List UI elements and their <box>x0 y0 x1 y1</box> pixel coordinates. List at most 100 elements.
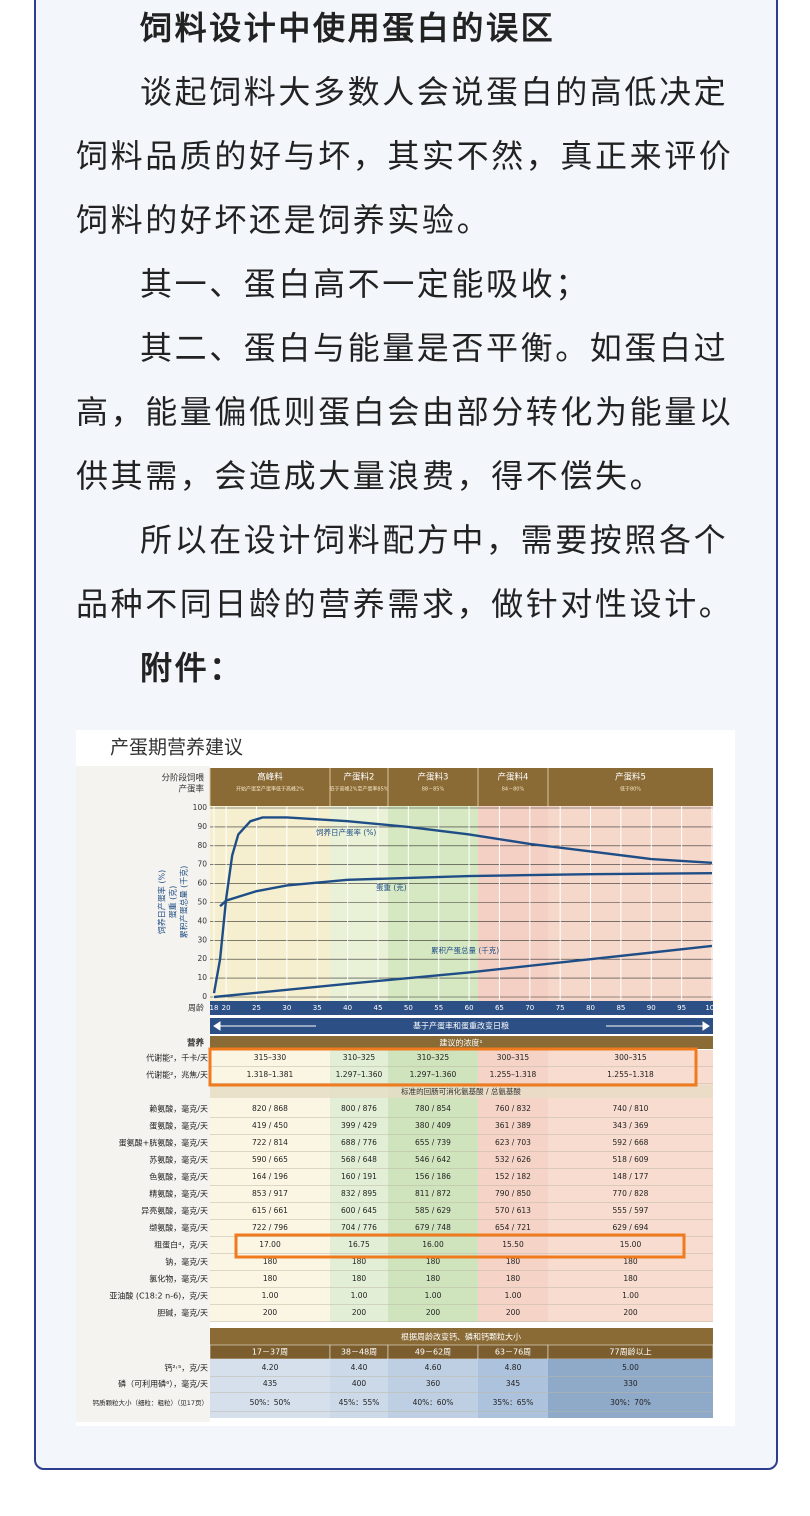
y-tick-label: 10 <box>197 973 207 982</box>
row-label: 赖氨酸，毫克/天 <box>149 1104 208 1114</box>
article: 饲料设计中使用蛋白的误区 谈起饲料大多数人会说蛋白的高低决定饲料品质的好与坏，其… <box>76 0 738 700</box>
cell-value: 180 <box>426 1257 441 1266</box>
cell-value: 4.80 <box>505 1363 522 1372</box>
x-tick-label: 80 <box>586 1004 595 1012</box>
cell-value: 4.60 <box>425 1363 442 1372</box>
amino-heading-band <box>210 1085 713 1098</box>
cell-value: 740 / 810 <box>613 1104 649 1113</box>
figure-title: 产蛋期营养建议 <box>110 737 243 759</box>
row-label: 蛋氨酸+胱氨酸，毫克/天 <box>119 1138 208 1148</box>
row-label: 蛋氨酸，毫克/天 <box>149 1121 208 1131</box>
cell-value: 160 / 191 <box>341 1172 377 1181</box>
cell-value: 780 / 854 <box>415 1104 451 1113</box>
cell-value: 532 / 626 <box>495 1155 531 1164</box>
cell-value: 623 / 703 <box>495 1138 531 1147</box>
stage-background <box>548 806 713 1002</box>
calcium-column-label: 17－37周 <box>252 1348 288 1357</box>
cell-value: 17.00 <box>259 1240 281 1249</box>
x-tick-label: 30 <box>282 1004 291 1012</box>
cell-value: 180 <box>506 1274 521 1283</box>
cell-value: 310–325 <box>417 1053 450 1062</box>
cell-value: 1.318–1.381 <box>247 1070 294 1079</box>
row-label: 色氨酸，毫克/天 <box>149 1172 208 1182</box>
y-tick-label: 40 <box>197 916 207 925</box>
x-tick-label: 60 <box>465 1004 474 1012</box>
stage-background <box>478 806 548 1002</box>
cell-value: 180 <box>352 1274 367 1283</box>
calcium-column <box>388 1359 478 1418</box>
x-tick-label: 20 <box>222 1004 231 1012</box>
calcium-column <box>478 1359 548 1418</box>
row-label: 磷（可利用磷⁶），毫克/天 <box>118 1379 208 1389</box>
cell-value: 722 / 814 <box>252 1138 288 1147</box>
calcium-column-label: 77周龄以上 <box>609 1347 651 1357</box>
stage-note: 88－85% <box>422 787 445 793</box>
cell-value: 570 / 613 <box>495 1206 531 1215</box>
y-axis-label: 饲养日产蛋率 (%) <box>157 870 167 934</box>
cell-value: 1.00 <box>351 1291 368 1300</box>
cell-value: 15.50 <box>502 1240 524 1249</box>
stage-name: 产蛋料4 <box>498 772 529 783</box>
cell-value: 629 / 694 <box>613 1223 649 1232</box>
cell-value: 200 <box>623 1308 638 1317</box>
row-label: 亚油酸 (C18:2 n-6)，克/天 <box>109 1291 208 1301</box>
table-title: 建议的浓度¹ <box>439 1038 482 1048</box>
x-tick-label: 35 <box>313 1004 322 1012</box>
x-tick-label: 90 <box>647 1004 656 1012</box>
banner-text: 基于产蛋率和蛋重改变日粮 <box>413 1021 509 1031</box>
cell-value: 1.00 <box>622 1291 639 1300</box>
cell-value: 5.00 <box>622 1363 639 1372</box>
table-title-band <box>210 1036 713 1049</box>
x-tick-label: 45 <box>374 1004 383 1012</box>
cell-value: 50%：50% <box>250 1398 291 1407</box>
cell-value: 380 / 409 <box>415 1121 451 1130</box>
cell-value: 760 / 832 <box>495 1104 531 1113</box>
y-tick-label: 30 <box>197 935 207 944</box>
stage-label: 产蛋率 <box>178 784 204 795</box>
y-tick-label: 20 <box>197 954 207 963</box>
cell-value: 315–330 <box>254 1053 287 1062</box>
cell-value: 654 / 721 <box>495 1223 531 1232</box>
paragraph: 其一、蛋白高不一定能吸收； <box>140 265 590 303</box>
x-tick-label: 85 <box>616 1004 625 1012</box>
x-tick-label: 50 <box>404 1004 413 1012</box>
calcium-heading-band <box>210 1328 713 1345</box>
cell-value: 555 / 597 <box>613 1206 649 1215</box>
cell-value: 585 / 629 <box>415 1206 451 1215</box>
cell-value: 1.00 <box>262 1291 279 1300</box>
cell-value: 399 / 429 <box>341 1121 377 1130</box>
cell-value: 164 / 196 <box>252 1172 288 1181</box>
table-label: 营养 <box>187 1038 205 1049</box>
cell-value: 4.40 <box>351 1363 368 1372</box>
row-label: 缬氨酸，毫克/天 <box>149 1223 208 1233</box>
row-label: 代谢能²，兆焦/天 <box>146 1070 208 1080</box>
x-tick-label: 65 <box>495 1004 504 1012</box>
cell-value: 770 / 828 <box>613 1189 649 1198</box>
y-axis-label: 累积产蛋总量 (千克) <box>179 866 189 939</box>
x-tick-label: 55 <box>434 1004 443 1012</box>
cell-value: 40%：60% <box>413 1398 454 1407</box>
cell-value: 180 <box>426 1274 441 1283</box>
cell-value: 1.255–1.318 <box>490 1070 537 1079</box>
paragraph: 谈起饲料大多数人会说蛋白的高低决定饲料品质的好与坏，其实不然，真正来评价饲料的好… <box>76 73 734 239</box>
paragraph: 所以在设计饲料配方中，需要按照各个品种不同日龄的营养需求，做针对性设计。 <box>76 521 734 623</box>
cell-value: 180 <box>352 1257 367 1266</box>
stage-note: 84－80% <box>502 787 525 793</box>
cell-value: 180 <box>506 1257 521 1266</box>
cell-value: 615 / 661 <box>252 1206 288 1215</box>
cell-value: 1.00 <box>425 1291 442 1300</box>
y-tick-label: 0 <box>202 992 207 1001</box>
cell-value: 360 <box>426 1379 441 1388</box>
label-column <box>76 766 210 1422</box>
cell-value: 343 / 369 <box>613 1121 649 1130</box>
row-label: 精氨酸，毫克/天 <box>149 1189 208 1199</box>
cell-value: 790 / 850 <box>495 1189 531 1198</box>
calcium-column-label: 38－48周 <box>341 1348 377 1357</box>
cell-value: 1.297–1.360 <box>410 1070 457 1079</box>
line-series <box>219 872 713 908</box>
cell-value: 655 / 739 <box>415 1138 451 1147</box>
amino-heading: 标准的回肠可消化氨基酸 / 总氨基酸 <box>401 1086 521 1096</box>
cell-value: 820 / 868 <box>252 1104 288 1113</box>
x-axis-label: 周龄 <box>188 1003 204 1013</box>
